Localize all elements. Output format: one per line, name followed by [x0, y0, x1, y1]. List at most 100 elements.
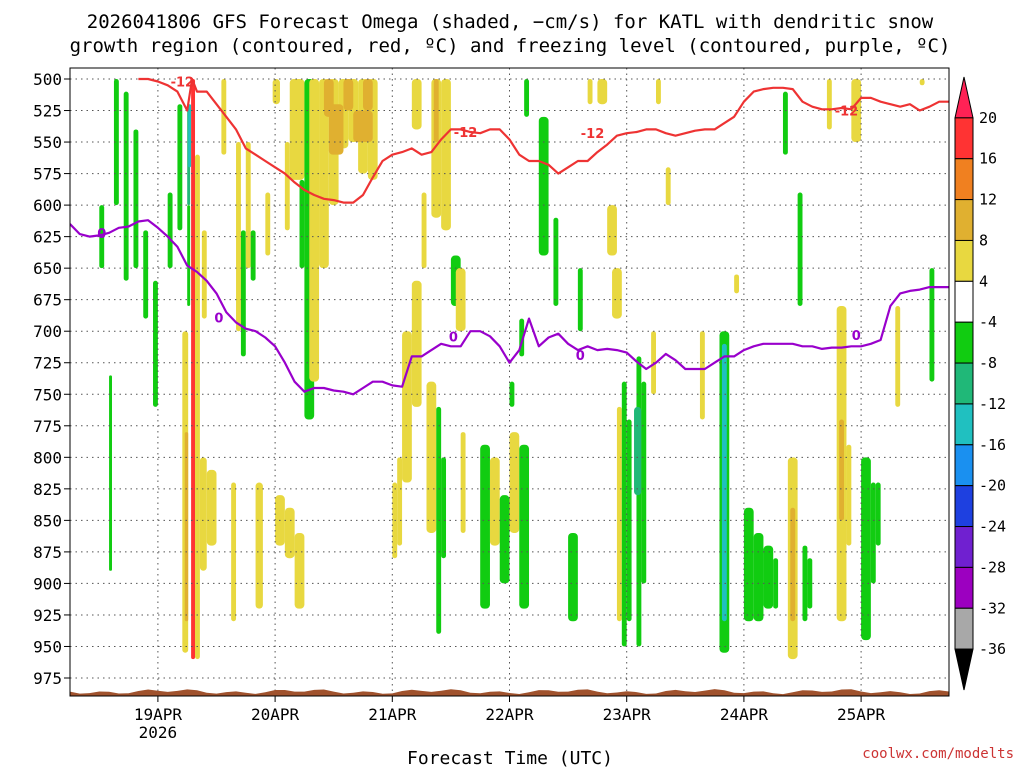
- omega-cell: [851, 79, 862, 143]
- colorbar-label: 20: [979, 109, 997, 127]
- colorbar-segment: [954, 403, 974, 446]
- colorbar-label: 16: [979, 150, 997, 168]
- y-tick-label: 950: [33, 637, 62, 656]
- omega-cell: [577, 268, 583, 332]
- omega-cell: [597, 79, 608, 105]
- omega-cell: [753, 532, 764, 622]
- omega-cell: [870, 482, 876, 584]
- colorbar-label: 12: [979, 191, 997, 209]
- contour-label: 0: [852, 329, 861, 344]
- y-tick-label: 675: [33, 291, 62, 310]
- omega-cell: [299, 179, 305, 269]
- omega-cell: [826, 79, 832, 130]
- omega-cell: [861, 457, 871, 641]
- omega-cell: [656, 79, 661, 105]
- omega-cell: [538, 116, 549, 256]
- contour-label: -12: [581, 127, 605, 142]
- omega-cell: [509, 381, 515, 407]
- contour-label: 0: [449, 330, 458, 345]
- omega-cell: [231, 482, 237, 622]
- colorbar-label: 8: [979, 231, 988, 249]
- y-tick-label: 825: [33, 480, 62, 499]
- omega-cell: [519, 444, 530, 609]
- omega-cell: [875, 482, 881, 546]
- omega-cell: [807, 558, 813, 609]
- x-tick-label: 21APR: [368, 705, 417, 724]
- y-tick-label: 925: [33, 606, 62, 625]
- omega-cell: [802, 545, 808, 622]
- omega-cell: [743, 507, 754, 622]
- omega-cell: [509, 432, 520, 533]
- colorbar-label: -20: [979, 477, 1006, 495]
- omega-cell: [195, 154, 200, 660]
- omega-cell: [353, 110, 373, 143]
- y-axis: 500 525 550 575 600 625 650 675 700 725 750 775 800 8…: [33, 70, 70, 688]
- omega-cell: [255, 482, 263, 609]
- colorbar-segment: [954, 117, 974, 160]
- contour-label-text: 0: [214, 311, 223, 326]
- omega-cell: [250, 230, 256, 281]
- omega-cell: [553, 217, 559, 306]
- contour-labels: 0 0 0 0 0 -12 -12 -12 -12: [97, 76, 861, 365]
- colorbar-segment: [954, 321, 974, 364]
- colorbar-label: -12: [979, 395, 1006, 413]
- terrain-ground: [70, 689, 949, 696]
- y-tick-label: 900: [33, 574, 62, 593]
- contour-label: 0: [576, 349, 585, 364]
- omega-cell: [839, 419, 845, 521]
- omega-cell: [236, 142, 241, 332]
- contour-label: -12: [835, 105, 859, 120]
- omega-cell: [568, 532, 578, 622]
- y-tick-label: 625: [33, 228, 62, 247]
- colorbar-label: -4: [979, 313, 997, 331]
- omega-cell: [499, 495, 510, 584]
- contour-label: 0: [214, 311, 223, 326]
- omega-cell: [199, 457, 207, 571]
- dgz-contour: [138, 77, 949, 204]
- contours: [70, 77, 949, 396]
- omega-cell: [797, 192, 803, 306]
- omega-cell: [284, 507, 295, 559]
- omega-cell: [763, 545, 774, 609]
- x-tick-label: 19APR: [134, 705, 183, 724]
- omega-cell: [402, 331, 412, 483]
- colorbar-label: -28: [979, 558, 1006, 576]
- omega-cell: [109, 375, 112, 571]
- colorbar-label: -16: [979, 436, 1006, 454]
- omega-shading: [99, 79, 935, 660]
- omega-cell: [621, 381, 627, 647]
- omega-cell: [363, 79, 373, 111]
- omega-cell: [626, 419, 632, 622]
- omega-cell: [133, 129, 139, 269]
- colorbar-label: -36: [979, 640, 1006, 658]
- colorbar-segment: [954, 199, 974, 241]
- omega-cell: [265, 192, 271, 256]
- omega-cell: [221, 79, 227, 155]
- omega-cell: [143, 230, 149, 319]
- plot-area: 0 0 0 0 0 -12 -12 -12 -12: [69, 67, 950, 697]
- omega-cell: [188, 104, 192, 168]
- x-tick-label: 24APR: [720, 705, 769, 724]
- colorbar-segment: [954, 444, 974, 487]
- omega-cell: [294, 532, 305, 609]
- y-tick-label: 725: [33, 354, 62, 373]
- contour-label-text: -12: [171, 76, 195, 91]
- omega-cell: [612, 268, 622, 319]
- x-tick-label: 23APR: [603, 705, 652, 724]
- freezing-level-contour: [70, 219, 949, 396]
- omega-cell: [397, 457, 403, 546]
- omega-cell: [328, 104, 344, 155]
- colorbar-bottom-arrow: [954, 648, 974, 691]
- colorbar-segment: [954, 485, 974, 528]
- omega-cell: [206, 469, 217, 546]
- omega-cell: [272, 79, 280, 105]
- grid-lines: [70, 68, 949, 696]
- colorbar-segment: [954, 607, 974, 650]
- x-tick-label: 20APR: [251, 705, 300, 724]
- omega-cell: [895, 305, 901, 407]
- omega-cell: [489, 457, 500, 546]
- contour-label-text: 0: [852, 329, 861, 344]
- colorbar-label: 4: [979, 272, 988, 290]
- omega-cell: [524, 79, 530, 117]
